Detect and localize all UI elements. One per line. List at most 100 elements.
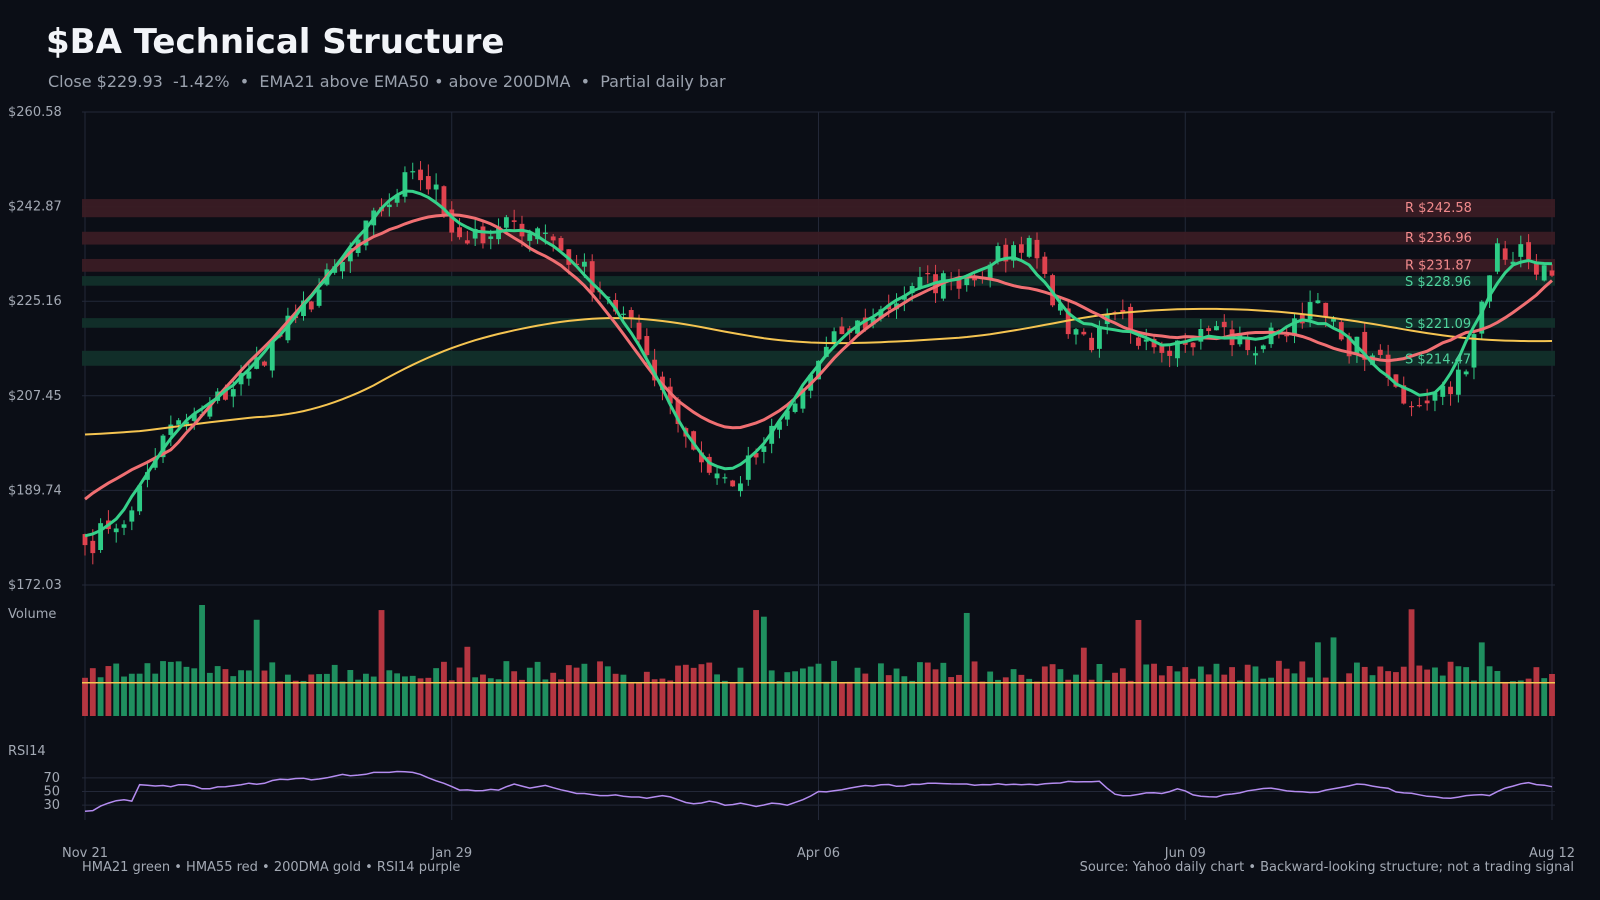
candle-body [230,389,236,397]
volume-bar [511,671,518,716]
candle-body [1128,306,1134,333]
volume-bar [417,678,424,716]
volume-bar [1525,678,1532,716]
volume-bar [721,680,728,716]
candle-body [472,228,478,239]
volume-bar [230,676,237,716]
candle-body [340,261,345,272]
candle-body [176,420,182,425]
volume-bar [1018,674,1025,716]
candle-body [1026,237,1032,257]
volume-bar [339,681,346,716]
volume-bar [885,675,892,716]
candle-body [1260,345,1266,350]
volume-bar [284,674,291,716]
volume-bar [1322,677,1329,716]
indicator-lines [84,189,1553,538]
volume-bar [1119,668,1126,716]
candle-body [1479,301,1485,334]
candle-body [1370,355,1375,365]
volume-bar [448,680,455,716]
volume-bar [636,682,642,716]
volume-bar [214,666,221,716]
volume-bar [495,679,502,716]
candle-body [347,248,353,262]
volume-bar [261,670,268,716]
candle-body [621,313,626,315]
level-labels: R $242.58 R $236.96 R $231.87 S $228.96 S $2… [1405,201,1472,367]
volume-bar [1143,664,1150,716]
date-tick-label: Jan 29 [430,846,472,861]
volume-bar [1275,660,1282,716]
candle-body [878,309,884,319]
candle-body [862,317,868,329]
price-tick-label: $242.87 [8,200,62,215]
volume-bar [659,678,666,716]
volume-bar [768,670,775,716]
candle-body [956,279,962,289]
candle-body [1018,244,1024,253]
volume-bar [924,662,931,716]
candle-body [1011,245,1016,261]
candle-body [308,301,314,310]
volume-bar [113,663,120,716]
volume-bar [1455,666,1462,716]
candle-body [1315,300,1321,304]
volume-bar [1252,666,1259,716]
volume-bar [979,681,986,716]
candle-body [816,360,821,380]
volume-bar [1127,680,1134,716]
volume-bar [956,674,962,716]
candle-body [1526,242,1532,260]
volume-bar [402,676,408,716]
candle-body [628,310,634,318]
candle-body [90,540,96,554]
resistance-zone [82,199,1555,218]
rsi-line [84,770,1553,813]
volume-bar [799,668,806,716]
candle-body [1042,256,1048,274]
candle-body [1253,353,1258,356]
volume-bar [128,673,135,716]
candle-body [223,389,228,400]
volume-bar [753,610,759,716]
candle-body [316,289,322,306]
volume-bar [1517,680,1524,716]
volume-bar [878,663,884,716]
candle-body [1393,374,1399,387]
candle-body [511,220,517,222]
candle-body [113,528,119,533]
candle-body [1448,386,1453,395]
volume-bar [870,681,877,716]
volume-bar [846,681,853,716]
candle-body [870,318,876,325]
candle-body [269,339,275,371]
volume-bar [776,681,783,716]
price-tick-label: $172.03 [8,578,62,593]
price-tick-label: $207.45 [8,389,62,404]
volume-bar [807,666,814,716]
volume-bar [1541,678,1548,716]
volume-bar [1065,679,1072,716]
volume-bar [542,679,549,716]
volume-bar [1236,680,1243,716]
candle-body [98,523,104,550]
candle-body [722,477,728,479]
volume-bar [355,679,362,716]
volume-bar [1330,637,1337,716]
volume-bar [472,677,479,716]
volume-bar [534,661,541,716]
price-tick-label: $189.74 [8,483,62,498]
volume-bar [269,662,276,716]
volume-bar [667,680,674,716]
volume-bar [1338,681,1345,716]
volume-bar [909,680,916,716]
candle-body [925,273,931,275]
candle-body [1003,244,1009,262]
candle-body [402,172,408,197]
candle-body [1214,326,1219,331]
volume-bar [1471,680,1477,716]
candle-body [207,403,213,417]
candle-body [1143,339,1149,342]
candle-body [394,195,400,203]
